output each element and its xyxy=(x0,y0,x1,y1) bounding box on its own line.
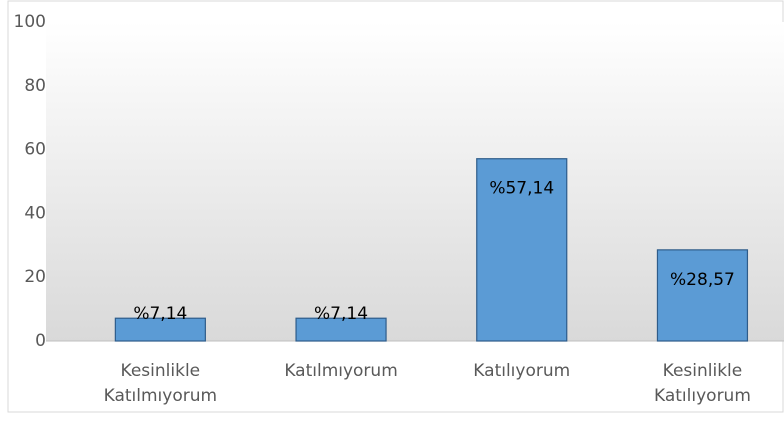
y-tick-label: 60 xyxy=(24,140,46,160)
bar xyxy=(114,317,206,342)
x-tick-label: Katılıyorum xyxy=(473,361,570,381)
value-label: %57,14 xyxy=(489,179,554,199)
y-tick-label: 100 xyxy=(14,12,46,32)
x-tick-label: Kesinlikle Katılmıyorum xyxy=(104,361,217,406)
value-label: %7,14 xyxy=(314,304,368,324)
value-label: %7,14 xyxy=(133,304,187,324)
y-tick-label: 0 xyxy=(35,331,46,351)
y-tick-label: 80 xyxy=(24,76,46,96)
bar xyxy=(656,249,749,342)
x-tick-label: Katılmıyorum xyxy=(284,361,397,381)
x-tick-label: Kesinlikle Katılıyorum xyxy=(654,361,751,406)
value-label: %28,57 xyxy=(670,270,735,290)
bar xyxy=(295,317,387,342)
bar xyxy=(476,158,568,342)
y-tick-label: 40 xyxy=(24,203,46,223)
y-tick-label: 20 xyxy=(24,267,46,287)
